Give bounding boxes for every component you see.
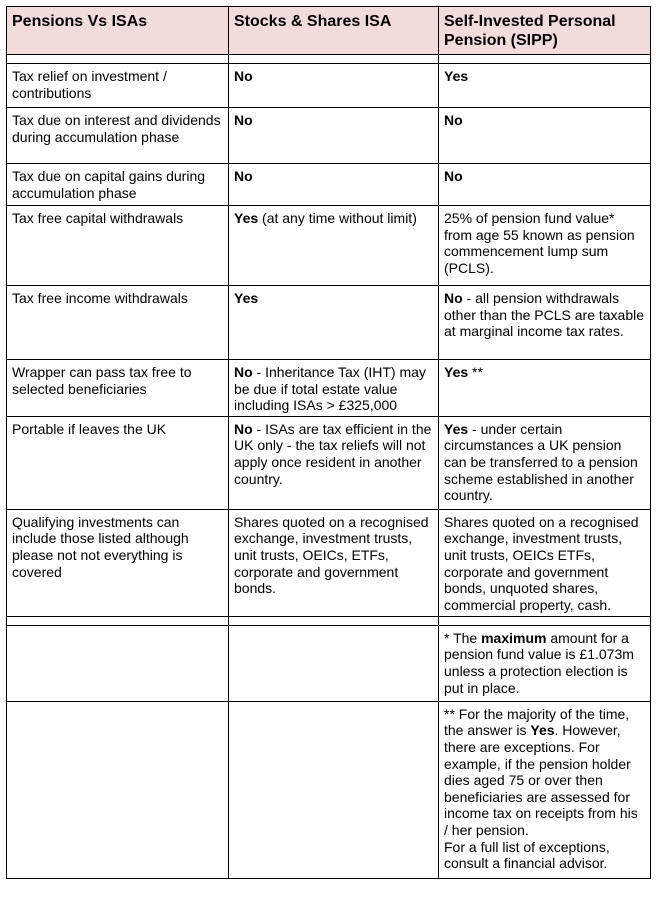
cell-text: - all pension withdrawals other than the…: [444, 290, 645, 340]
bold-text: Yes: [444, 68, 469, 84]
header-row: Pensions Vs ISAs Stocks & Shares ISA Sel…: [6, 6, 651, 55]
spacer-row: [6, 54, 651, 64]
cell-sipp: No: [438, 163, 651, 206]
bold-text: Yes: [444, 420, 469, 437]
table-row: Wrapper can pass tax free to selected be…: [6, 359, 651, 417]
bold-text: No: [234, 364, 253, 380]
bold-text: maximum: [481, 629, 547, 646]
table-row: Tax relief on investment / contributions…: [6, 63, 651, 108]
cell-criteria: [6, 624, 229, 702]
cell-text: Tax due on capital gains during accumula…: [12, 168, 206, 201]
bold-text: No: [234, 112, 253, 128]
cell-criteria: [6, 700, 229, 879]
cell-text: (at any time without limit): [258, 210, 417, 226]
header-sipp: Self-Invested Personal Pension (SIPP): [438, 6, 651, 55]
cell-text: Shares quoted on a recognised exchange, …: [444, 513, 639, 613]
header-criteria: Pensions Vs ISAs: [6, 6, 229, 55]
footnote-row: * The maximum amount for a pension fund …: [6, 624, 651, 702]
bold-text: No: [444, 112, 463, 128]
footnote-row: ** For the majority of the time, the ans…: [6, 700, 651, 879]
cell-isa: No: [228, 63, 439, 108]
cell-text: - ISAs are tax efficient in the UK only …: [234, 420, 432, 487]
cell-text: Tax free capital withdrawals: [12, 210, 184, 226]
empty-cell: [6, 54, 229, 64]
cell-isa: [228, 700, 439, 879]
table-row: Qualifying investments can include those…: [6, 508, 651, 617]
cell-sipp: No - all pension withdrawals other than …: [438, 285, 651, 360]
empty-cell: [438, 615, 651, 626]
cell-sipp: 25% of pension fund value* from age 55 k…: [438, 205, 651, 286]
bold-text: No: [234, 68, 253, 84]
cell-text: Shares quoted on a recognised exchange, …: [234, 513, 429, 597]
cell-text: Qualifying investments can include those…: [12, 513, 189, 580]
cell-text: amount for a pension fund value is £1.07…: [444, 629, 634, 696]
cell-sipp: Shares quoted on a recognised exchange, …: [438, 508, 651, 617]
cell-isa: No - ISAs are tax efficient in the UK on…: [228, 415, 439, 510]
cell-isa: Yes (at any time without limit): [228, 205, 439, 286]
cell-text: ** For the majority of the time, the ans…: [444, 705, 630, 739]
cell-isa: No: [228, 163, 439, 206]
cell-criteria: Portable if leaves the UK: [6, 415, 229, 510]
bold-text: Yes: [234, 290, 259, 306]
bold-text: Yes: [530, 722, 555, 739]
bold-text: No: [234, 168, 253, 184]
cell-text: Wrapper can pass tax free to selected be…: [12, 364, 192, 397]
cell-criteria: Wrapper can pass tax free to selected be…: [6, 359, 229, 417]
cell-text: - under certain circumstances a UK pensi…: [444, 420, 638, 504]
cell-text: Tax due on interest and dividends during…: [12, 112, 221, 145]
bold-text: No: [444, 290, 463, 306]
cell-text: Tax free income withdrawals: [12, 290, 188, 306]
empty-cell: [6, 615, 229, 626]
cell-text: - Inheritance Tax (IHT) may be due if to…: [234, 364, 426, 414]
table-row: Tax due on interest and dividends during…: [6, 107, 651, 164]
cell-text: Portable if leaves the UK: [12, 420, 167, 437]
cell-criteria: Tax free capital withdrawals: [6, 205, 229, 286]
cell-criteria: Tax free income withdrawals: [6, 285, 229, 360]
spacer-row: [6, 615, 651, 626]
cell-text: **: [468, 364, 483, 380]
cell-criteria: Tax relief on investment / contributions: [6, 63, 229, 108]
cell-sipp: * The maximum amount for a pension fund …: [438, 624, 651, 702]
bold-text: Yes: [234, 210, 259, 226]
cell-criteria: Tax due on capital gains during accumula…: [6, 163, 229, 206]
bold-text: No: [234, 420, 253, 437]
pensions-vs-isas-table: Pensions Vs ISAs Stocks & Shares ISA Sel…: [6, 6, 651, 879]
bold-text: Yes: [444, 364, 469, 380]
cell-text: 25% of pension fund value* from age 55 k…: [444, 210, 635, 276]
cell-text: * The: [444, 629, 482, 646]
cell-isa: No - Inheritance Tax (IHT) may be due if…: [228, 359, 439, 417]
cell-text: . However, there are exceptions. For exa…: [444, 722, 638, 838]
empty-cell: [438, 54, 651, 64]
cell-sipp: No: [438, 107, 651, 164]
cell-isa: No: [228, 107, 439, 164]
table-row: Tax due on capital gains during accumula…: [6, 163, 651, 206]
cell-isa: Shares quoted on a recognised exchange, …: [228, 508, 439, 617]
cell-criteria: Tax due on interest and dividends during…: [6, 107, 229, 164]
empty-cell: [228, 54, 439, 64]
table-row: Portable if leaves the UK No - ISAs are t…: [6, 415, 651, 510]
table-row: Tax free capital withdrawals Yes (at any …: [6, 205, 651, 286]
bold-text: No: [444, 168, 463, 184]
cell-sipp: Yes: [438, 63, 651, 108]
cell-sipp: ** For the majority of the time, the ans…: [438, 700, 651, 879]
table-row: Tax free income withdrawals Yes No - all p…: [6, 285, 651, 360]
cell-criteria: Qualifying investments can include those…: [6, 508, 229, 617]
cell-isa: [228, 624, 439, 702]
cell-text: For a full list of exceptions, consult a…: [444, 838, 610, 872]
empty-cell: [228, 615, 439, 626]
cell-isa: Yes: [228, 285, 439, 360]
cell-sipp: Yes - under certain circumstances a UK p…: [438, 415, 651, 510]
header-isa: Stocks & Shares ISA: [228, 6, 439, 55]
cell-text: Tax relief on investment / contributions: [12, 68, 167, 101]
cell-sipp: Yes **: [438, 359, 651, 417]
